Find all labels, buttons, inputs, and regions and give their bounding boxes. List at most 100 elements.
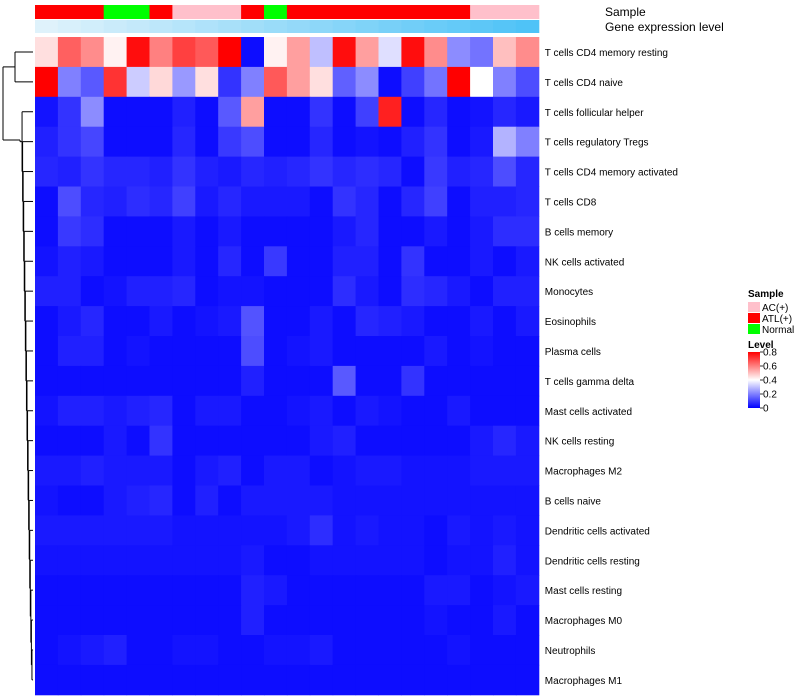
heatmap-cell (35, 635, 59, 666)
heatmap-cell (80, 425, 105, 457)
heatmap-cell (447, 425, 471, 457)
heatmap-cell (309, 96, 334, 128)
heatmap-cell (241, 156, 265, 187)
heatmap-cell (447, 575, 471, 606)
heatmap-cell (378, 156, 402, 187)
heatmap-cell (515, 66, 540, 98)
expression-annotation-title: Gene expression level (605, 20, 724, 34)
heatmap-cell (401, 306, 425, 337)
heatmap-cell (218, 126, 242, 158)
expression-annotation-cell (515, 20, 540, 33)
heatmap-cell (126, 664, 150, 696)
heatmap-cell (57, 37, 82, 68)
heatmap-cell (35, 664, 59, 696)
heatmap-cell (332, 365, 357, 397)
heatmap-cell (80, 485, 105, 516)
heatmap-cell (172, 485, 196, 516)
heatmap-cell (80, 186, 105, 217)
heatmap-cell (80, 276, 105, 307)
heatmap-cell (378, 395, 402, 427)
heatmap-cell (286, 455, 311, 486)
heatmap-cell (218, 336, 242, 367)
heatmap-cell (515, 455, 540, 486)
heatmap-cell (103, 306, 128, 337)
sample-annotation-cell (57, 5, 82, 19)
heatmap-cell (355, 664, 379, 696)
heatmap-cell (264, 126, 288, 158)
heatmap-cell (195, 455, 219, 486)
heatmap-cell (126, 485, 150, 516)
heatmap-cell (35, 545, 59, 576)
heatmap-cell (103, 246, 128, 277)
legend-level-title: Level (748, 340, 774, 351)
heatmap-cell (470, 126, 494, 158)
heatmap-cell (378, 455, 402, 486)
heatmap-cell (172, 664, 196, 696)
heatmap-cell (424, 545, 448, 576)
heatmap-cell (218, 425, 242, 457)
expression-annotation-cell (80, 20, 105, 33)
heatmap-cell (241, 186, 265, 217)
heatmap-cell (103, 156, 128, 187)
expression-annotation-cell (424, 20, 448, 33)
heatmap-cell (515, 96, 540, 128)
heatmap-cell (378, 186, 402, 217)
heatmap-cell (218, 635, 242, 666)
heatmap-cell (309, 515, 334, 546)
heatmap-cell (424, 485, 448, 516)
sample-annotation-cell (103, 5, 128, 19)
row-label: Mast cells activated (545, 407, 632, 418)
heatmap-cell (218, 96, 242, 128)
heatmap-cell (195, 246, 219, 277)
heatmap-cell (470, 425, 494, 457)
heatmap-cell (103, 365, 128, 397)
heatmap-cell (332, 455, 357, 486)
heatmap-cell (378, 306, 402, 337)
heatmap-cell (355, 276, 379, 307)
heatmap-cell (172, 156, 196, 187)
heatmap-cell (332, 216, 357, 247)
heatmap-cell (309, 156, 334, 187)
row-label: NK cells resting (545, 437, 614, 448)
heatmap-cell (401, 66, 425, 98)
sample-annotation-cell (378, 5, 402, 19)
heatmap-cell (493, 545, 517, 576)
heatmap-cell (493, 66, 517, 98)
heatmap-cell (309, 575, 334, 606)
heatmap-cell (264, 96, 288, 128)
heatmap-cell (218, 156, 242, 187)
heatmap-cell (493, 575, 517, 606)
row-label: Plasma cells (545, 347, 601, 358)
heatmap-cell (447, 37, 471, 68)
heatmap-cell (264, 336, 288, 367)
heatmap-cell (103, 635, 128, 666)
heatmap-cell (241, 575, 265, 606)
heatmap-cell (515, 605, 540, 636)
expression-annotation-cell (401, 20, 425, 33)
heatmap-cell (35, 605, 59, 636)
heatmap-cell (241, 246, 265, 277)
heatmap-cell (264, 216, 288, 247)
heatmap-cell (286, 605, 311, 636)
heatmap-cell (126, 276, 150, 307)
heatmap-cell (309, 66, 334, 98)
heatmap-cell (309, 425, 334, 457)
heatmap-cell (355, 96, 379, 128)
sample-annotation-cell (447, 5, 471, 19)
heatmap-cell (126, 336, 150, 367)
heatmap-cell (470, 216, 494, 247)
heatmap-cell (149, 246, 173, 277)
heatmap-cell (493, 365, 517, 397)
heatmap-cell (103, 455, 128, 486)
heatmap-cell (241, 515, 265, 546)
expression-annotation-cell (264, 20, 288, 33)
heatmap-cell (355, 66, 379, 98)
heatmap-cell (378, 485, 402, 516)
heatmap-cell (149, 395, 173, 427)
expression-annotation-bar (35, 20, 540, 33)
heatmap-cell (515, 156, 540, 187)
heatmap-cell (355, 455, 379, 486)
heatmap-cell (515, 635, 540, 666)
heatmap-cell (103, 605, 128, 636)
heatmap-cell (218, 395, 242, 427)
